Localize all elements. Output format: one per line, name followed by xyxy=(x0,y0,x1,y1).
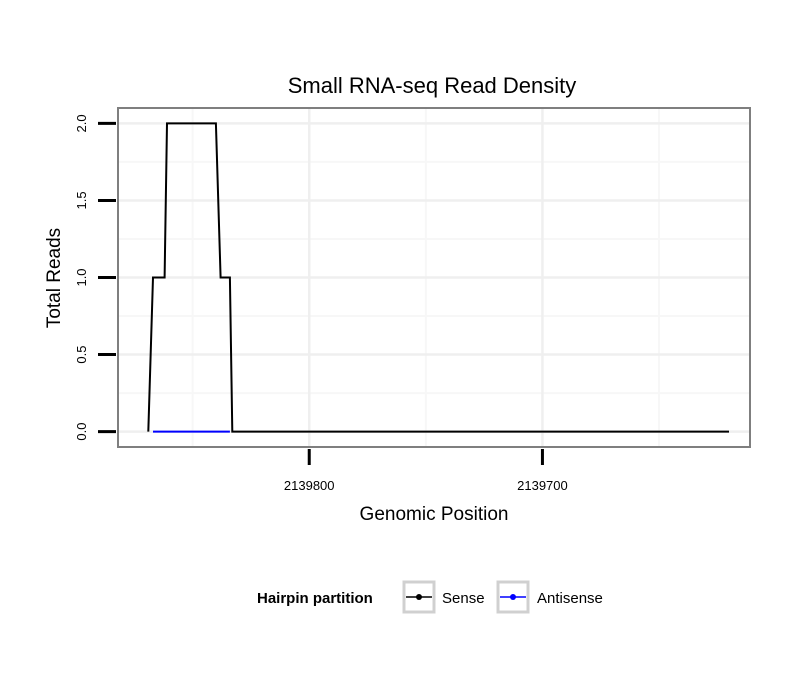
chart-title: Small RNA-seq Read Density xyxy=(288,73,577,98)
legend-label-antisense: Antisense xyxy=(537,590,603,607)
legend: Hairpin partition Sense Antisense xyxy=(257,580,603,614)
legend-item-antisense: Antisense xyxy=(496,580,603,614)
series-layer xyxy=(147,122,729,433)
legend-title: Hairpin partition xyxy=(257,590,373,607)
y-tick-label: 1.5 xyxy=(74,191,89,209)
legend-dot-antisense xyxy=(510,594,516,600)
plot-panel xyxy=(117,107,751,448)
legend-label-sense: Sense xyxy=(442,590,485,607)
plot-border xyxy=(117,107,751,448)
x-axis: 2139800 2139700 xyxy=(284,449,568,493)
y-tick-label: 0.5 xyxy=(74,346,89,364)
legend-item-sense: Sense xyxy=(402,580,485,614)
series-line-sense xyxy=(147,122,729,433)
legend-dot-sense xyxy=(416,594,422,600)
x-tick-label: 2139800 xyxy=(284,478,335,493)
y-tick-label: 2.0 xyxy=(74,114,89,132)
x-tick-label: 2139700 xyxy=(517,478,568,493)
x-axis-title: Genomic Position xyxy=(360,504,509,525)
y-axis-title: Total Reads xyxy=(44,228,65,328)
y-tick-label: 0.0 xyxy=(74,423,89,441)
y-axis: 0.0 0.5 1.0 1.5 2.0 xyxy=(74,114,116,441)
y-tick-label: 1.0 xyxy=(74,268,89,286)
